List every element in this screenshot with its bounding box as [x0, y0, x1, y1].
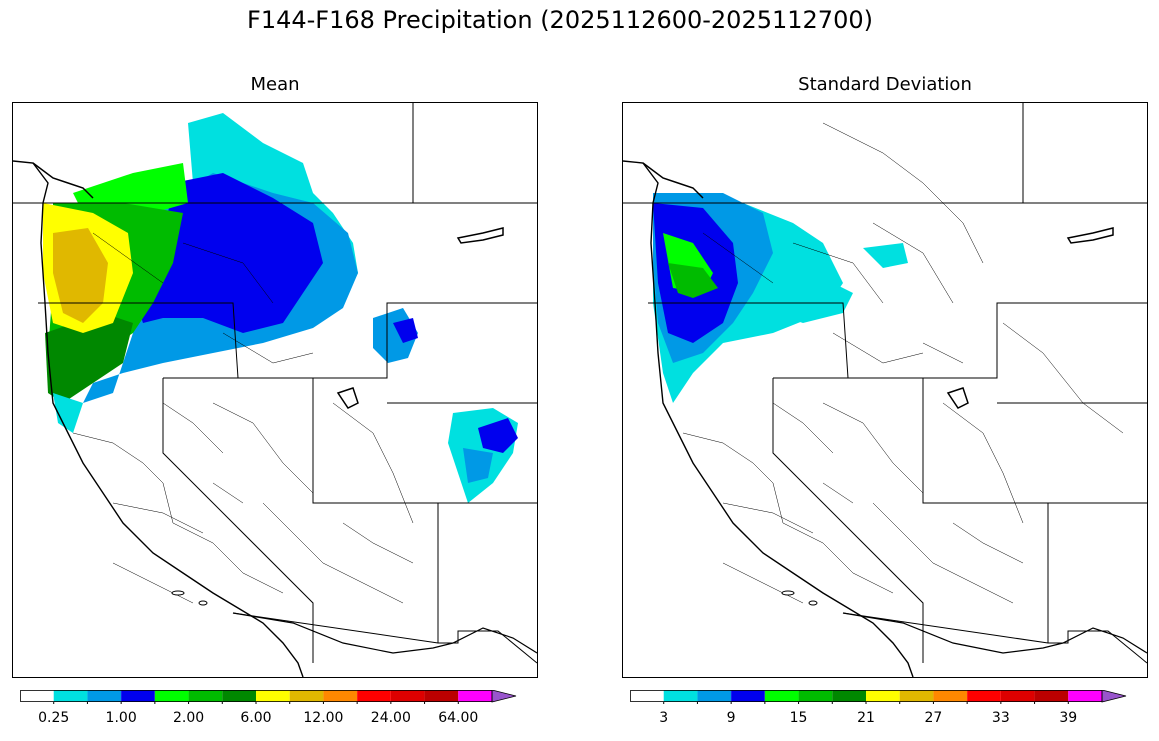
- zone-darkgreen: [45, 313, 133, 403]
- colorbar-swatch: [967, 690, 1001, 702]
- colorbar-swatch: [256, 690, 290, 702]
- sd-basin-lines: [682, 122, 1124, 604]
- sd-mexico-border: [842, 612, 1147, 654]
- colorbar-tick-label: 64.00: [438, 710, 479, 726]
- stddev-map: [622, 102, 1148, 678]
- colorbar-swatch: [630, 690, 664, 702]
- colorbar-swatch: [121, 690, 155, 702]
- fort-peck-lake: [456, 227, 504, 244]
- colorbar-swatch: [390, 690, 425, 702]
- colorbar-tick-label: 15: [789, 710, 808, 726]
- colorbar-swatch: [1034, 690, 1069, 702]
- colorbar-outline: [630, 690, 1103, 702]
- sd-fort-peck-lake: [1066, 227, 1114, 244]
- zone-blue-far-east: [478, 418, 518, 453]
- sd-great-salt-lake: [946, 387, 969, 409]
- state-borders: [38, 103, 537, 664]
- mean-colorbar: 0.25 1.00 2.00 6.00 12.00 24.00 64.00: [20, 690, 530, 730]
- sd-zone-green: [668, 263, 718, 298]
- colorbar-swatch: [188, 690, 223, 702]
- colorbar-swatch: [866, 690, 900, 702]
- coastline: [13, 160, 304, 677]
- stddev-colorbar-swatches: [630, 690, 1127, 704]
- colorbar-swatch: [87, 690, 122, 702]
- colorbar-swatch: [832, 690, 866, 702]
- zone-lightblue-far-east: [463, 448, 493, 483]
- mean-colorbar-swatches: [20, 690, 517, 704]
- colorbar-swatch: [357, 690, 391, 702]
- basin-lines: [72, 232, 414, 604]
- zone-cyan-south: [53, 393, 83, 433]
- colorbar-swatch: [458, 690, 492, 702]
- colorbar-tick-label: 21: [857, 710, 875, 726]
- mexico-border: [232, 612, 537, 654]
- colorbar-swatch: [764, 690, 799, 702]
- zone-lime: [73, 163, 188, 213]
- sd-puget-sound: [642, 162, 704, 199]
- colorbar-swatch: [798, 690, 833, 702]
- colorbar-tick-label: 1.00: [105, 710, 137, 726]
- colorbar-tick-label: 0.25: [38, 710, 70, 726]
- zone-gold: [53, 228, 108, 323]
- colorbar-tick-label: 12.00: [303, 710, 344, 726]
- colorbar-tick-label: 6.00: [240, 710, 272, 726]
- colorbar-swatch: [1068, 690, 1102, 702]
- sd-state-borders: [648, 103, 1147, 664]
- colorbar-tick-label: 2.00: [172, 710, 205, 726]
- colorbar-swatch: [289, 690, 324, 702]
- colorbar-tick-label: 9: [726, 710, 736, 726]
- colorbar-swatch: [933, 690, 968, 702]
- stddev-map-canvas: [623, 103, 1147, 677]
- colorbar-swatch: [20, 690, 54, 702]
- colorbar-swatch: [323, 690, 358, 702]
- colorbar-tick-label: 27: [924, 710, 943, 726]
- zone-blue-east: [393, 318, 418, 343]
- colorbar-tick-label: 24.00: [370, 710, 411, 726]
- mean-map-canvas: [13, 103, 537, 677]
- great-salt-lake: [336, 387, 359, 409]
- colorbar-swatch: [154, 690, 189, 702]
- colorbar-swatch: [731, 690, 765, 702]
- mean-map: [12, 102, 538, 678]
- sd-coastline: [623, 160, 914, 677]
- colorbar-swatch: [222, 690, 256, 702]
- colorbar-swatch: [424, 690, 459, 702]
- colorbar-swatch: [663, 690, 698, 702]
- colorbar-swatch: [697, 690, 732, 702]
- sd-zone-cyan-e: [773, 273, 853, 323]
- panel-title-stddev: Standard Deviation: [798, 74, 972, 95]
- stddev-colorbar: 3 9 15 21 27 33 39: [630, 690, 1140, 730]
- colorbar-tick-label: 33: [991, 710, 1010, 726]
- colorbar-swatch: [1000, 690, 1035, 702]
- colorbar-extend-arrow: [491, 690, 517, 703]
- colorbar-tick-label: 39: [1059, 710, 1078, 726]
- figure-title: F144-F168 Precipitation (2025112600-2025…: [247, 6, 873, 34]
- panel-title-mean: Mean: [250, 74, 300, 95]
- colorbar-extend-arrow: [1101, 690, 1127, 703]
- colorbar-swatch: [53, 690, 88, 702]
- colorbar-tick-label: 3: [659, 710, 669, 726]
- puget-sound: [32, 162, 94, 199]
- colorbar-outline: [20, 690, 493, 702]
- sd-zone-cyan-ne: [863, 243, 908, 268]
- colorbar-swatch: [899, 690, 934, 702]
